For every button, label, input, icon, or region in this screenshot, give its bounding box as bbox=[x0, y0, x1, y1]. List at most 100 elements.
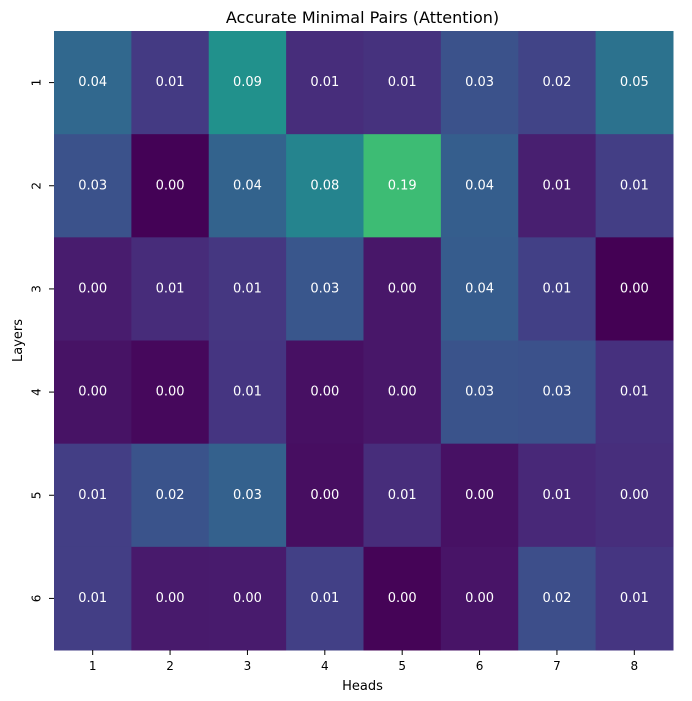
x-tick-label: 4 bbox=[321, 659, 329, 673]
y-tick-label: 2 bbox=[30, 182, 44, 190]
cell-value-label: 0.00 bbox=[156, 178, 185, 193]
heatmap-cells: 0.04 0.01 0.09 0.01 0.01 0.03 0.02 0.05 0.03 0.00… bbox=[54, 31, 674, 651]
cell-value-label: 0.00 bbox=[388, 281, 417, 296]
heatmap-cell bbox=[518, 546, 597, 651]
cell-value-label: 0.04 bbox=[465, 178, 494, 193]
cell-value-label: 0.00 bbox=[620, 281, 649, 296]
cell-value-label: 0.00 bbox=[465, 591, 494, 606]
y-axis: 1 2 3 4 5 6 bbox=[30, 79, 54, 603]
cell-value-label: 0.02 bbox=[542, 75, 571, 90]
heatmap-cell bbox=[363, 340, 442, 445]
heatmap-cell bbox=[131, 237, 210, 341]
x-tick-label: 7 bbox=[553, 659, 561, 673]
heatmap-cell bbox=[131, 134, 210, 238]
cell-value-label: 0.05 bbox=[620, 75, 649, 90]
cell-value-label: 0.08 bbox=[310, 178, 339, 193]
cell-value-label: 0.00 bbox=[620, 488, 649, 503]
heatmap-cell bbox=[54, 546, 132, 651]
cell-value-label: 0.01 bbox=[233, 281, 262, 296]
heatmap-cell bbox=[131, 340, 210, 445]
cell-value-label: 0.01 bbox=[156, 75, 185, 90]
y-tick-label: 1 bbox=[30, 79, 44, 87]
y-axis-label: Layers bbox=[11, 319, 26, 362]
x-axis: 1 2 3 4 5 6 7 8 bbox=[89, 650, 638, 673]
heatmap-cell bbox=[286, 546, 364, 651]
heatmap-cell bbox=[286, 340, 364, 445]
x-tick-label: 2 bbox=[166, 659, 174, 673]
heatmap-cell bbox=[595, 31, 674, 135]
heatmap-cell bbox=[363, 546, 442, 651]
cell-value-label: 0.01 bbox=[78, 591, 107, 606]
heatmap-cell bbox=[131, 31, 210, 135]
heatmap-cell bbox=[208, 237, 287, 341]
x-tick-label: 8 bbox=[630, 659, 638, 673]
cell-value-label: 0.03 bbox=[465, 385, 494, 400]
heatmap-cell bbox=[208, 134, 287, 238]
y-tick-label: 4 bbox=[30, 388, 44, 396]
cell-value-label: 0.01 bbox=[542, 281, 571, 296]
cell-value-label: 0.01 bbox=[542, 178, 571, 193]
cell-value-label: 0.01 bbox=[233, 385, 262, 400]
heatmap-cell bbox=[363, 237, 442, 341]
cell-value-label: 0.00 bbox=[233, 591, 262, 606]
cell-value-label: 0.04 bbox=[233, 178, 262, 193]
cell-value-label: 0.01 bbox=[78, 488, 107, 503]
cell-value-label: 0.04 bbox=[78, 75, 107, 90]
cell-value-label: 0.03 bbox=[78, 178, 107, 193]
heatmap-cell bbox=[440, 237, 519, 341]
y-tick-label: 5 bbox=[30, 491, 44, 499]
heatmap-cell bbox=[54, 443, 132, 548]
cell-value-label: 0.00 bbox=[310, 385, 339, 400]
cell-value-label: 0.03 bbox=[465, 75, 494, 90]
heatmap-cell bbox=[595, 443, 674, 548]
cell-value-label: 0.01 bbox=[388, 75, 417, 90]
cell-value-label: 0.01 bbox=[388, 488, 417, 503]
heatmap-cell bbox=[54, 134, 132, 238]
x-axis-label: Heads bbox=[342, 679, 383, 694]
heatmap-cell bbox=[131, 546, 210, 651]
x-tick-label: 1 bbox=[89, 659, 97, 673]
heatmap-cell bbox=[595, 546, 674, 651]
cell-value-label: 0.00 bbox=[465, 488, 494, 503]
x-tick-label: 6 bbox=[476, 659, 484, 673]
cell-value-label: 0.03 bbox=[542, 385, 571, 400]
cell-value-label: 0.00 bbox=[388, 385, 417, 400]
cell-value-label: 0.01 bbox=[310, 591, 339, 606]
cell-value-label: 0.01 bbox=[542, 488, 571, 503]
heatmap-cell bbox=[54, 340, 132, 445]
y-tick-label: 3 bbox=[30, 285, 44, 293]
heatmap-cell bbox=[208, 340, 287, 445]
heatmap-cell bbox=[363, 443, 442, 548]
cell-value-label: 0.00 bbox=[78, 281, 107, 296]
heatmap-cell bbox=[518, 443, 597, 548]
heatmap-cell bbox=[208, 546, 287, 651]
cell-value-label: 0.00 bbox=[156, 591, 185, 606]
heatmap-cell bbox=[440, 443, 519, 548]
cell-value-label: 0.01 bbox=[620, 591, 649, 606]
cell-value-label: 0.04 bbox=[465, 281, 494, 296]
heatmap-cell bbox=[208, 443, 287, 548]
heatmap-cell bbox=[286, 237, 364, 341]
cell-value-label: 0.01 bbox=[156, 281, 185, 296]
cell-value-label: 0.02 bbox=[156, 488, 185, 503]
cell-value-label: 0.01 bbox=[310, 75, 339, 90]
heatmap-cell bbox=[595, 237, 674, 341]
heatmap-cell bbox=[363, 134, 442, 238]
heatmap-cell bbox=[208, 31, 287, 135]
cell-value-label: 0.19 bbox=[388, 178, 417, 193]
heatmap-cell bbox=[440, 546, 519, 651]
heatmap-cell bbox=[518, 340, 597, 445]
cell-value-label: 0.03 bbox=[310, 281, 339, 296]
chart-title: Accurate Minimal Pairs (Attention) bbox=[226, 8, 499, 27]
heatmap-cell bbox=[518, 237, 597, 341]
cell-value-label: 0.00 bbox=[78, 385, 107, 400]
cell-value-label: 0.02 bbox=[542, 591, 571, 606]
y-tick-label: 6 bbox=[30, 595, 44, 603]
cell-value-label: 0.00 bbox=[156, 385, 185, 400]
heatmap-cell bbox=[595, 340, 674, 445]
x-tick-label: 5 bbox=[398, 659, 406, 673]
x-tick-label: 3 bbox=[244, 659, 252, 673]
heatmap-cell bbox=[286, 134, 364, 238]
